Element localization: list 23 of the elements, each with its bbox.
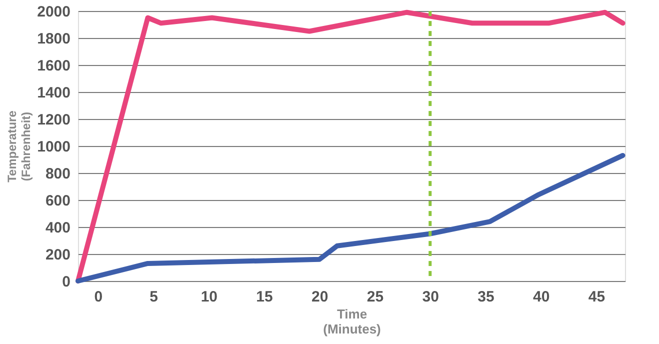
x-axis-title: Time (Minutes) [323,306,381,336]
y-tick-label: 200 [45,246,70,264]
y-tick-label: 1200 [37,112,70,128]
y-tick-label: 1400 [37,84,70,102]
x-tick-label: 15 [256,288,273,306]
x-tick-label: 30 [422,288,439,306]
y-tick-label: 2000 [37,4,70,20]
y-tick-label: 400 [45,220,70,236]
x-tick-label: 40 [533,288,550,306]
y-axis-title: Temperature (Fahrenheit) [5,110,34,182]
y-tick-label: 1000 [37,138,70,156]
y-tick-label: 1600 [37,58,70,74]
x-tick-label: 10 [200,288,218,306]
x-tick-label: 25 [366,288,384,306]
y-tick-label: 600 [45,192,70,210]
y-tick-label: 800 [45,166,70,182]
x-tick-label: 5 [150,288,158,306]
x-tick-label: 0 [94,288,103,306]
y-tick-label: 1800 [37,30,70,48]
x-tick-label: 45 [588,288,606,306]
x-tick-label: 20 [312,288,328,306]
x-tick-label: 35 [478,288,494,306]
y-tick-label: 0 [62,274,70,290]
